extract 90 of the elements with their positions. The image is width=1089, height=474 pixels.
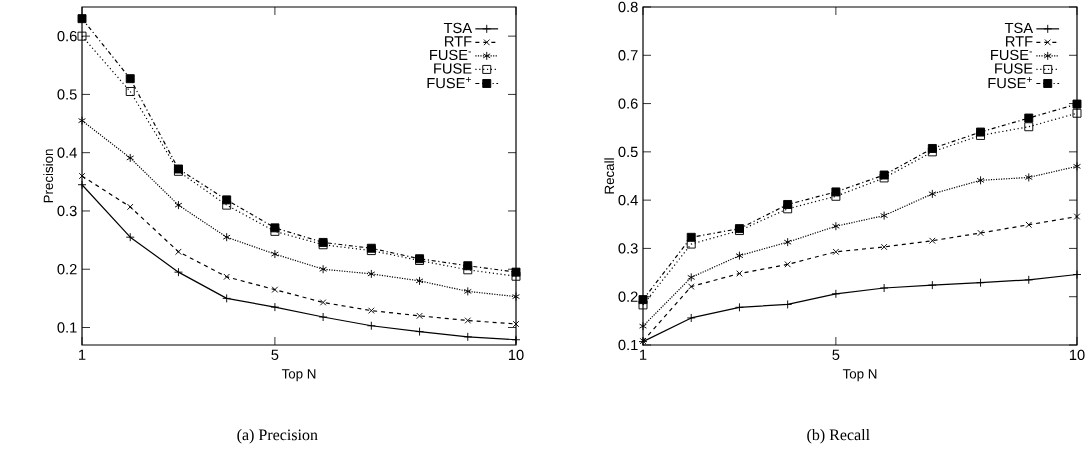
legend-label: TSA: [443, 22, 473, 34]
y-tick-label: 0.4: [618, 194, 638, 206]
point: [927, 144, 937, 153]
point: [784, 261, 791, 268]
point: [1024, 122, 1034, 132]
x-axis-title: Top N: [281, 369, 316, 382]
legend-label: TSA: [1004, 22, 1034, 34]
x-tick-label: 5: [832, 349, 840, 360]
y-axis-title: Recall: [604, 158, 615, 194]
y-tick-label: 0.1: [57, 322, 77, 333]
point: [1025, 221, 1033, 229]
point: [880, 211, 889, 221]
y-axis-title: Precision: [43, 149, 54, 203]
point: [78, 116, 86, 126]
point: [270, 249, 279, 259]
point: [976, 175, 985, 185]
point: [511, 267, 521, 277]
point: [686, 239, 696, 249]
point: [174, 200, 183, 210]
point: [77, 31, 87, 41]
x-tick-label: 10: [1069, 349, 1085, 361]
legend-label: FUSE: [434, 63, 472, 74]
y-tick-label: 0.6: [618, 98, 638, 109]
point: [222, 195, 232, 205]
x-tick-label: 1: [640, 349, 647, 360]
point: [928, 189, 937, 199]
point: [125, 74, 135, 84]
point: [1073, 161, 1081, 171]
point: [222, 232, 231, 242]
point: [687, 272, 696, 282]
point: [126, 153, 135, 163]
point: [783, 200, 793, 209]
x-tick-label: 1: [79, 349, 86, 360]
legend-label: RTF: [1006, 36, 1033, 47]
point: [783, 237, 792, 247]
point: [512, 292, 520, 302]
point: [735, 251, 744, 261]
point: [1073, 213, 1081, 220]
legend-label: FUSE: [995, 63, 1033, 74]
x-tick-label: 5: [271, 349, 279, 360]
point: [687, 283, 695, 290]
y-tick-label: 0.3: [618, 243, 638, 254]
point: [638, 295, 648, 305]
point: [929, 237, 936, 244]
y-tick-label: 0.6: [57, 30, 77, 42]
y-tick-label: 0.3: [57, 205, 77, 217]
x-tick-label: 10: [508, 349, 524, 361]
point: [415, 276, 424, 286]
point: [831, 187, 841, 197]
legend-label: FUSE$^{-}$: [991, 49, 1032, 61]
legend-label: FUSE$^{+}$: [988, 76, 1032, 89]
y-tick-label: 0.8: [618, 1, 638, 13]
legend-label: RTF: [445, 36, 472, 47]
point: [736, 270, 743, 277]
point: [463, 261, 473, 271]
point: [464, 317, 472, 324]
point: [977, 229, 984, 237]
y-tick-label: 0.5: [57, 89, 77, 100]
point: [639, 321, 647, 331]
point: [832, 248, 840, 256]
point: [223, 273, 230, 281]
x-axis-title: Top N: [842, 369, 877, 382]
text: (b) Recall: [807, 428, 870, 444]
point: [319, 299, 327, 306]
text: (a) Precision: [237, 428, 318, 444]
point: [1024, 172, 1033, 182]
legend-label: FUSE$^{-}$: [430, 49, 471, 61]
point: [175, 248, 182, 256]
point: [125, 87, 135, 96]
y-tick-label: 0.4: [57, 147, 77, 158]
point: [1072, 99, 1082, 109]
point: [319, 264, 328, 274]
point: [367, 269, 376, 279]
point: [1024, 113, 1034, 123]
point: [271, 286, 279, 293]
point: [686, 232, 696, 242]
legend-label: FUSE$^{+}$: [427, 76, 471, 89]
point: [831, 221, 840, 231]
point: [126, 203, 134, 211]
point: [77, 14, 87, 24]
point: [416, 312, 423, 320]
point: [1072, 108, 1082, 118]
point: [463, 286, 472, 296]
point: [880, 243, 888, 251]
y-tick-label: 0.2: [618, 291, 638, 302]
y-tick-label: 0.2: [57, 264, 77, 275]
point: [368, 307, 375, 314]
y-tick-label: 0.7: [618, 50, 638, 61]
y-tick-label: 0.5: [618, 146, 638, 158]
y-tick-label: 0.1: [618, 339, 638, 351]
